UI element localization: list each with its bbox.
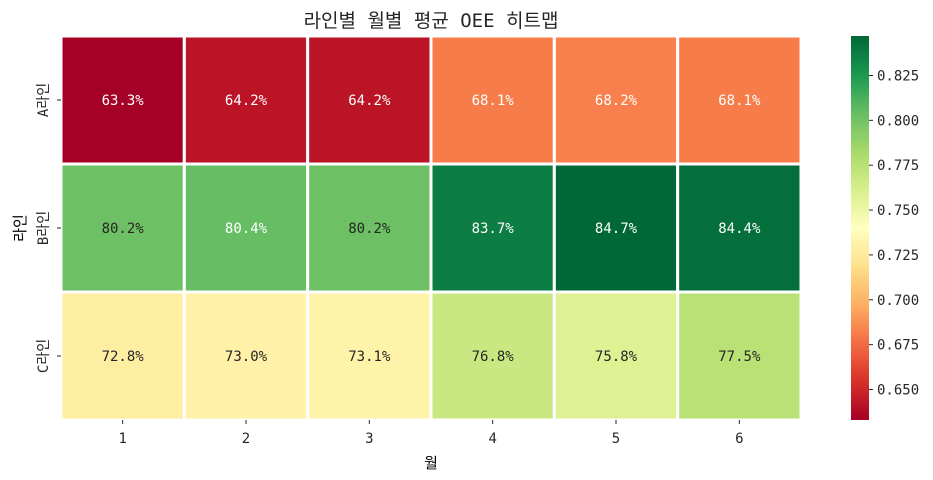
x-tick-label: 2 bbox=[242, 431, 250, 447]
cell-label: 80.2% bbox=[348, 221, 391, 237]
x-axis-label: 월 bbox=[424, 454, 438, 472]
chart-title: 라인별 월별 평균 OEE 히트맵 bbox=[304, 10, 559, 32]
y-tick-label: B라인 bbox=[36, 211, 52, 245]
cell-label: 75.8% bbox=[595, 349, 638, 365]
heatmap-cell bbox=[676, 162, 803, 294]
cell-label: 73.0% bbox=[225, 349, 268, 365]
y-axis-label: 라인 bbox=[11, 214, 29, 242]
cell-label: 68.1% bbox=[718, 93, 761, 109]
heatmap-cell bbox=[552, 290, 680, 422]
colorbar-tick-label: 0.750 bbox=[877, 203, 919, 219]
heatmap-cell bbox=[676, 34, 803, 166]
colorbar-tick-label: 0.675 bbox=[877, 338, 919, 354]
cell-label: 68.1% bbox=[472, 93, 515, 109]
heatmap-cell bbox=[182, 162, 310, 294]
colorbar bbox=[851, 36, 869, 420]
cell-label: 73.1% bbox=[348, 349, 391, 365]
cell-label: 80.2% bbox=[102, 221, 145, 237]
cell-label: 84.7% bbox=[595, 221, 638, 237]
cell-label: 76.8% bbox=[472, 349, 515, 365]
cell-label: 84.4% bbox=[718, 221, 761, 237]
cell-label: 77.5% bbox=[718, 349, 761, 365]
cell-label: 64.2% bbox=[348, 93, 391, 109]
colorbar-tick-label: 0.825 bbox=[877, 68, 919, 84]
x-tick-label: 3 bbox=[365, 431, 373, 447]
heatmap-cell bbox=[676, 290, 803, 422]
colorbar-tick-label: 0.650 bbox=[877, 382, 919, 398]
x-tick-label: 1 bbox=[118, 431, 126, 447]
x-tick-label: 5 bbox=[612, 431, 620, 447]
heatmap-cell bbox=[182, 34, 310, 166]
heatmap-cell bbox=[182, 290, 310, 422]
y-tick-label: A라인 bbox=[36, 83, 52, 117]
colorbar-tick-label: 0.775 bbox=[877, 158, 919, 174]
cell-label: 80.4% bbox=[225, 221, 268, 237]
x-tick-label: 6 bbox=[735, 431, 743, 447]
cell-label: 63.3% bbox=[102, 93, 145, 109]
heatmap-cell bbox=[429, 290, 556, 422]
cell-label: 72.8% bbox=[102, 349, 145, 365]
cell-label: 83.7% bbox=[472, 221, 515, 237]
heatmap-cell bbox=[429, 162, 556, 294]
cell-label: 68.2% bbox=[595, 93, 638, 109]
cell-label: 64.2% bbox=[225, 93, 268, 109]
y-tick-label: C라인 bbox=[36, 339, 52, 373]
colorbar-tick-label: 0.800 bbox=[877, 113, 919, 129]
colorbar-tick-label: 0.725 bbox=[877, 248, 919, 264]
colorbar-tick-label: 0.700 bbox=[877, 293, 919, 309]
x-tick-label: 4 bbox=[488, 431, 496, 447]
